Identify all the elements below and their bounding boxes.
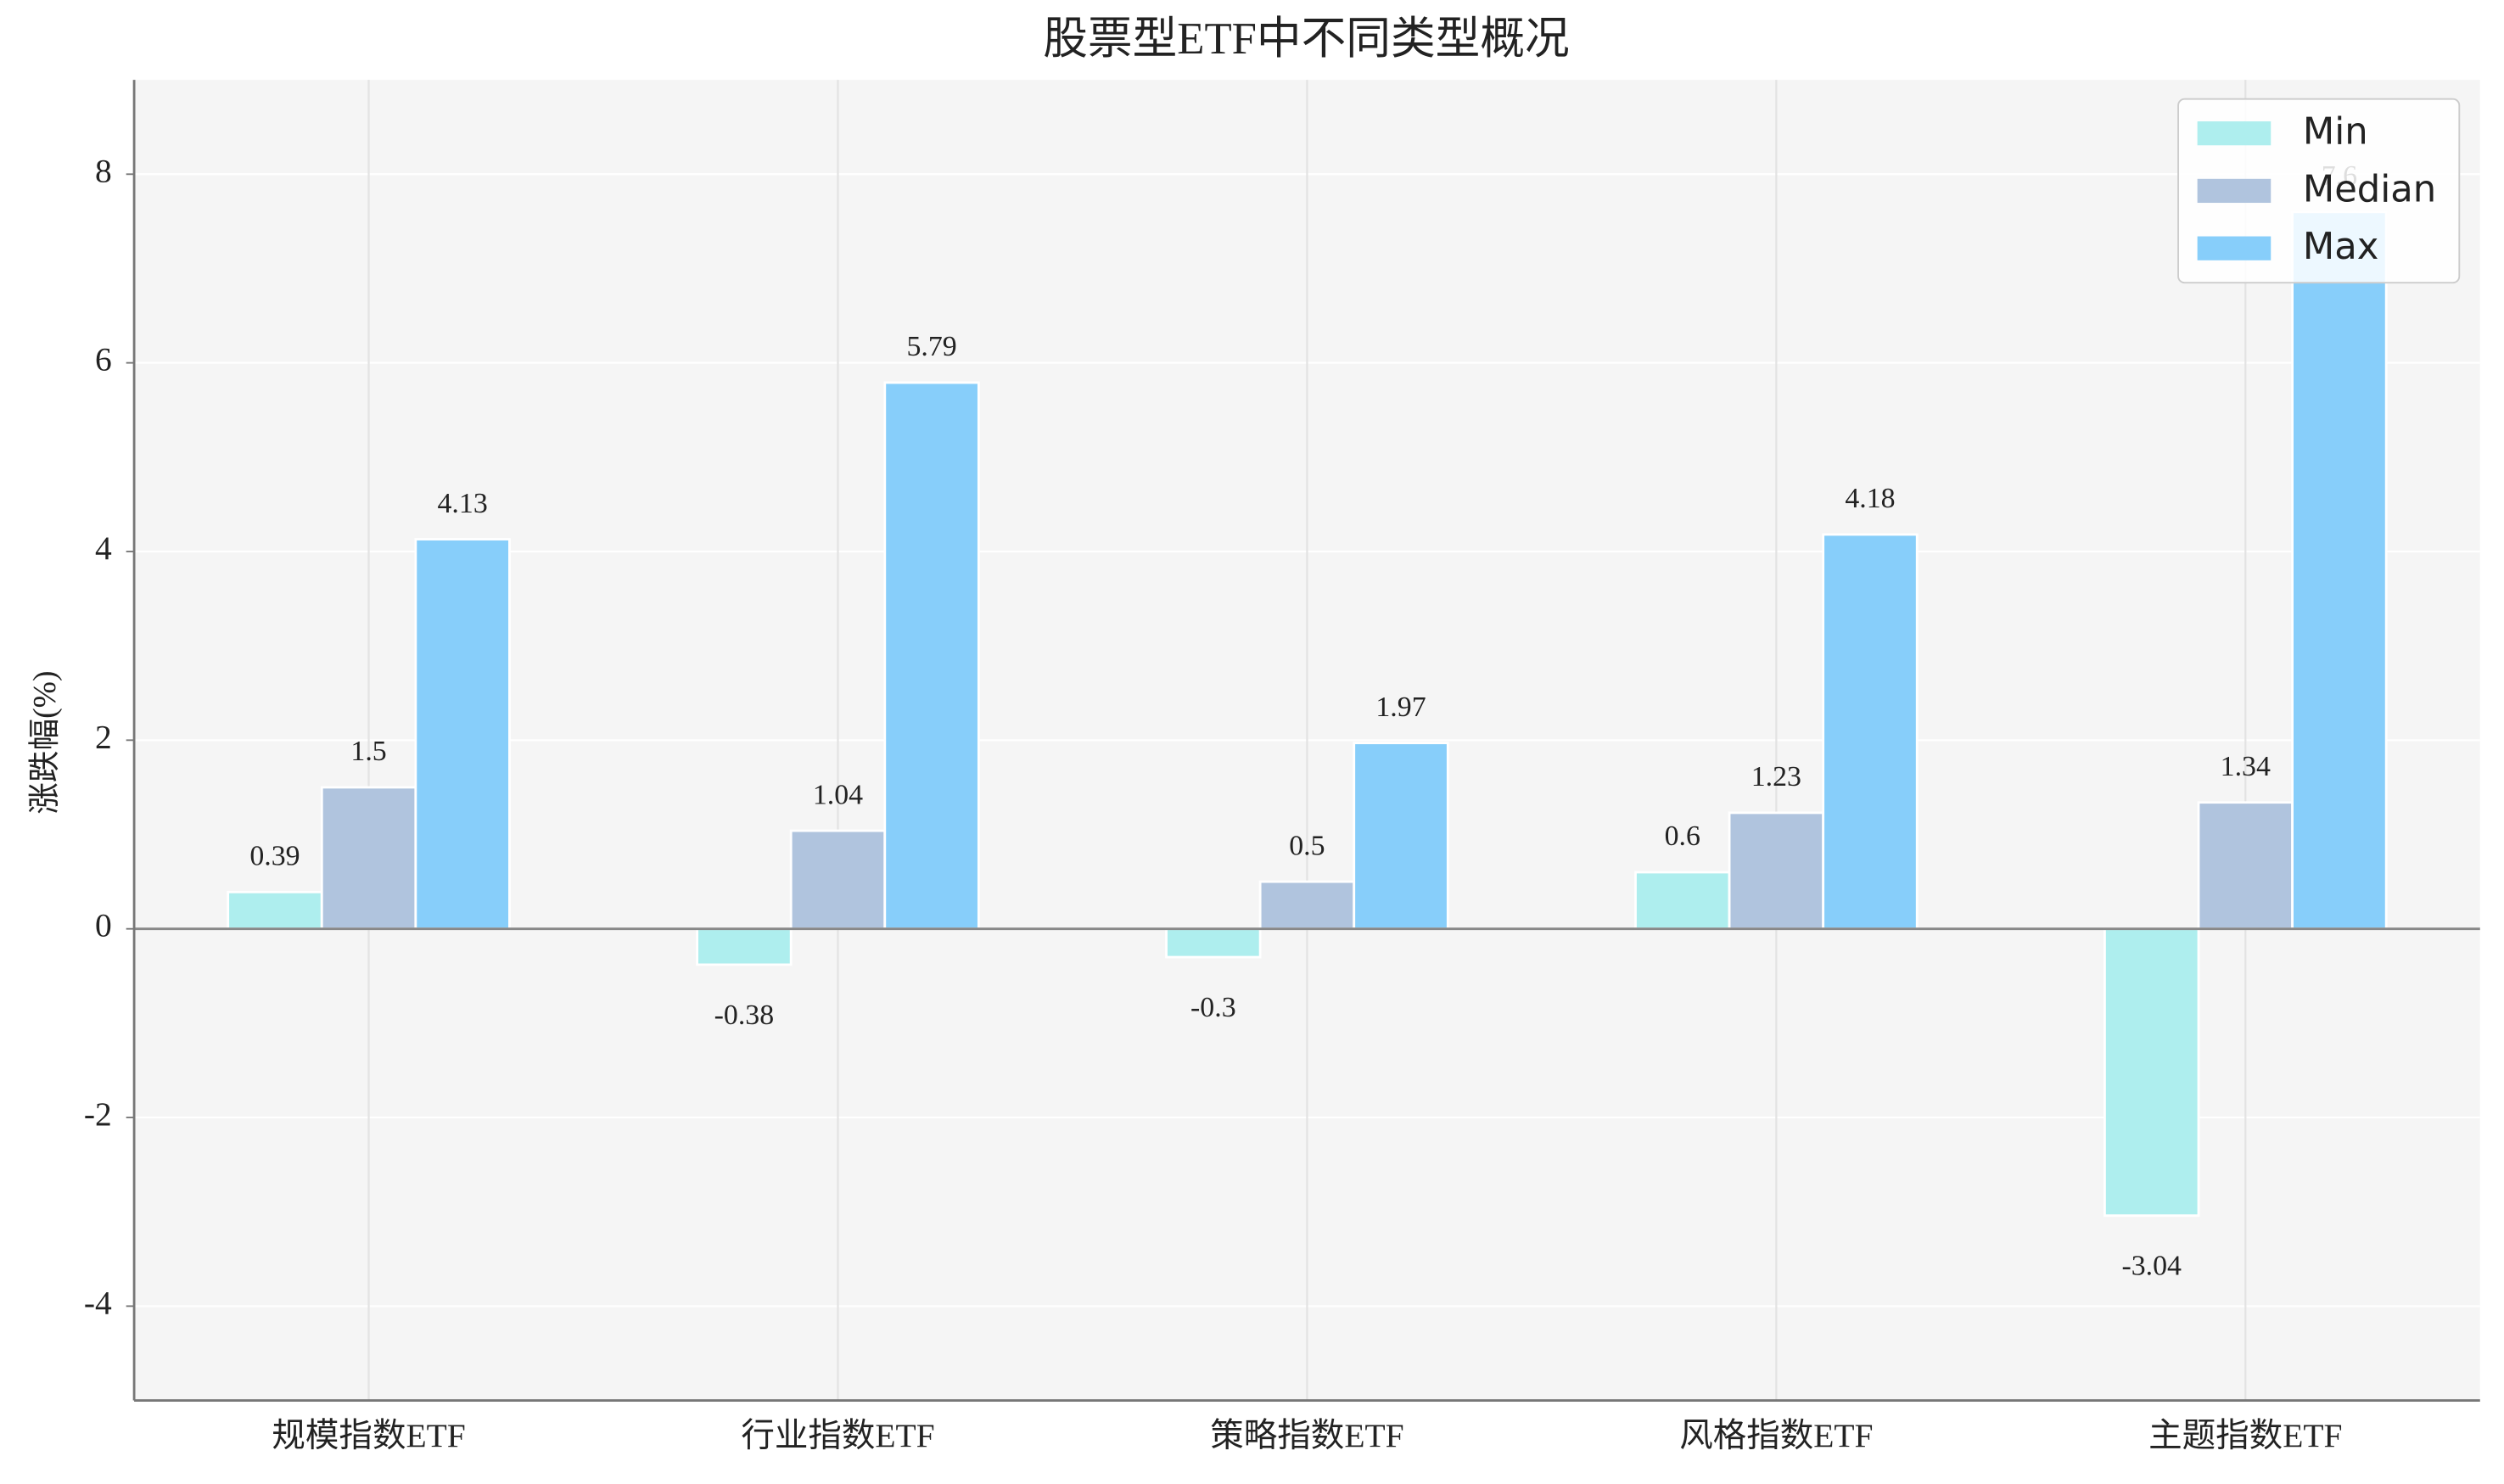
bar (2291, 210, 2388, 931)
y-axis-label: 涨跌幅(%) (27, 671, 63, 815)
x-tick-label: 主题指数ETF (2148, 1417, 2342, 1454)
bar (1728, 811, 1825, 931)
legend: Min Median Max (2177, 98, 2461, 284)
value-label: -3.04 (2121, 1251, 2182, 1282)
value-label: 1.23 (1751, 761, 1801, 792)
bar (2103, 927, 2200, 1218)
labels: 0.39 -0.38 -0.3 0.6 -3.04 1.5 1.04 0.5 1.23 1.34 4… (249, 160, 2357, 1282)
y-tick-label: 2 (95, 718, 112, 755)
legend-label: Median (2303, 168, 2436, 210)
legend-swatch (2197, 236, 2272, 260)
value-label: -0.3 (1190, 992, 1236, 1023)
bar (320, 786, 417, 931)
bar (883, 381, 980, 931)
value-label: 4.18 (1845, 483, 1895, 514)
bar (789, 829, 887, 931)
value-label: 4.13 (438, 488, 488, 519)
bar (1258, 880, 1356, 931)
bar (2197, 801, 2294, 931)
value-label: 1.34 (2221, 751, 2271, 782)
bar (227, 890, 323, 931)
y-tick-label: -4 (84, 1284, 112, 1321)
chart-title: 股票型ETF中不同类型概况 (1043, 14, 1570, 64)
value-label: -0.38 (714, 1000, 775, 1031)
y-tick-label: 8 (95, 152, 112, 189)
bar (1165, 927, 1262, 959)
bars (134, 210, 2480, 1218)
value-label: 1.04 (813, 779, 863, 810)
value-label: 0.39 (249, 841, 300, 872)
bar (1634, 871, 1731, 931)
y-tick-label: 0 (95, 907, 112, 944)
x-tick-label: 规模指数ETF (272, 1417, 465, 1454)
value-label: 5.79 (906, 331, 956, 362)
y-tick-label: 6 (95, 341, 112, 378)
legend-label: Min (2303, 111, 2368, 154)
legend-label: Max (2303, 226, 2378, 268)
bar (696, 927, 793, 966)
value-label: 0.5 (1289, 830, 1325, 861)
y-tick-label: -2 (84, 1095, 112, 1133)
x-tick-label: 行业指数ETF (741, 1417, 934, 1454)
value-label: 0.6 (1665, 820, 1700, 852)
legend-swatch (2197, 121, 2272, 146)
value-label: 1.5 (350, 736, 386, 767)
x-tick-label: 风格指数ETF (1679, 1417, 1873, 1454)
x-tick-label: 策略指数ETF (1210, 1417, 1403, 1454)
bar (414, 538, 511, 931)
value-label: 1.97 (1375, 692, 1426, 723)
y-tick-label: 4 (95, 529, 112, 567)
bar (1822, 533, 1919, 931)
bar (1353, 742, 1449, 931)
legend-swatch (2197, 178, 2272, 204)
